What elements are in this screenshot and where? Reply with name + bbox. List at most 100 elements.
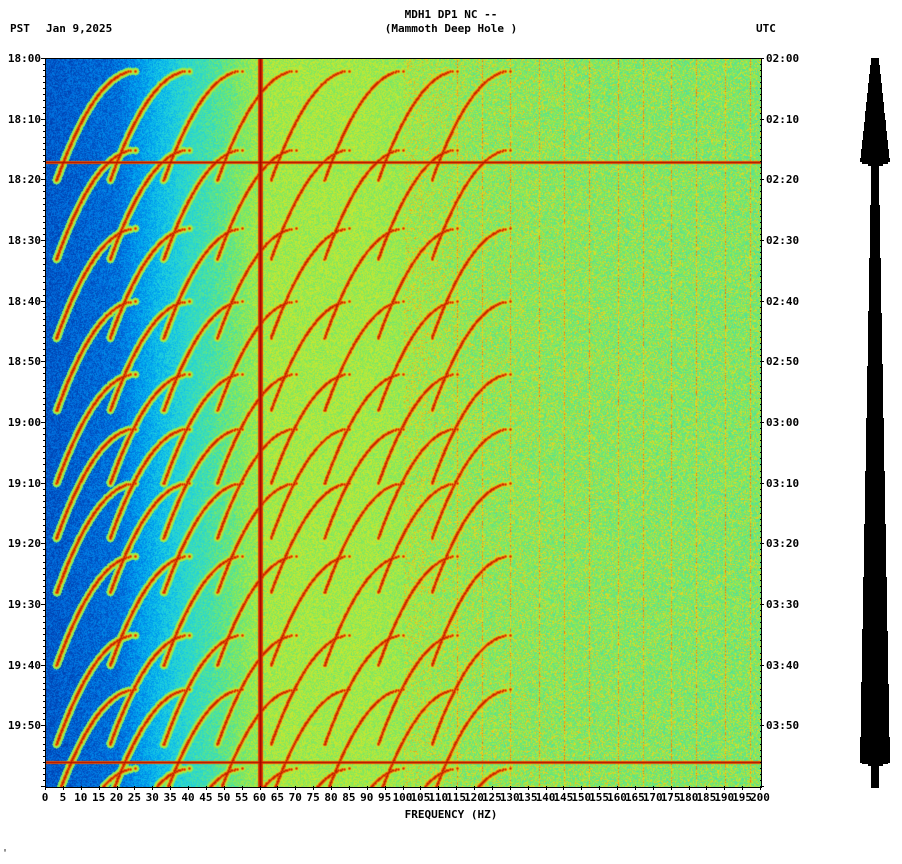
y-tick-mark-right: [760, 653, 762, 654]
y-tick-mark-right: [760, 616, 762, 617]
y-tick-mark-right: [760, 398, 762, 399]
y-tick-mark-right: [760, 471, 762, 472]
y-tick-mark-right: [760, 458, 762, 459]
y-tick-mark-right: [760, 301, 764, 302]
y-tick-mark-left: [43, 94, 45, 95]
y-tick-label-left: 18:10: [1, 113, 41, 126]
y-tick-mark-right: [760, 568, 762, 569]
y-tick-mark-right: [760, 543, 764, 544]
y-tick-mark-right: [760, 149, 762, 150]
y-tick-mark-left: [43, 555, 45, 556]
y-tick-mark-left: [43, 519, 45, 520]
x-tick-label: 55: [235, 791, 248, 804]
y-tick-mark-right: [760, 725, 764, 726]
y-tick-mark-left: [43, 276, 45, 277]
x-tick-mark: [224, 786, 225, 790]
y-tick-mark-left: [43, 464, 45, 465]
y-tick-mark-right: [760, 325, 762, 326]
x-tick-mark: [206, 786, 207, 790]
y-tick-mark-left: [43, 70, 45, 71]
x-tick-mark: [331, 786, 332, 790]
y-tick-label-right: 02:30: [766, 234, 806, 247]
y-tick-mark-right: [760, 137, 762, 138]
y-tick-mark-left: [43, 477, 45, 478]
x-tick-label: 95: [378, 791, 391, 804]
x-tick-mark: [188, 786, 189, 790]
x-tick-mark: [438, 786, 439, 790]
y-tick-mark-left: [43, 683, 45, 684]
x-tick-mark: [260, 786, 261, 790]
x-tick-mark: [581, 786, 582, 790]
y-tick-label-right: 03:20: [766, 537, 806, 550]
y-tick-mark-right: [760, 185, 762, 186]
y-tick-mark-right: [760, 349, 762, 350]
y-tick-mark-right: [760, 82, 762, 83]
y-tick-mark-left: [43, 404, 45, 405]
y-tick-mark-left: [43, 228, 45, 229]
y-tick-mark-left: [43, 434, 45, 435]
y-tick-mark-left: [43, 458, 45, 459]
y-tick-mark-left: [43, 191, 45, 192]
y-tick-label-right: 02:00: [766, 52, 806, 65]
y-tick-mark-left: [43, 82, 45, 83]
y-tick-mark-right: [760, 204, 762, 205]
y-tick-mark-left: [43, 343, 45, 344]
y-tick-mark-right: [760, 289, 762, 290]
x-tick-mark: [81, 786, 82, 790]
y-tick-mark-right: [760, 404, 762, 405]
y-tick-mark-left: [43, 646, 45, 647]
x-tick-mark: [706, 786, 707, 790]
x-tick-label: 5: [60, 791, 67, 804]
y-tick-mark-right: [760, 234, 762, 235]
y-tick-mark-right: [760, 659, 762, 660]
x-tick-mark: [635, 786, 636, 790]
y-tick-mark-left: [43, 762, 45, 763]
y-tick-mark-left: [43, 216, 45, 217]
y-tick-mark-left: [43, 513, 45, 514]
y-tick-mark-right: [760, 628, 762, 629]
x-tick-label: 70: [289, 791, 302, 804]
y-tick-mark-left: [43, 234, 45, 235]
y-tick-mark-right: [760, 252, 762, 253]
y-tick-mark-left: [43, 410, 45, 411]
y-tick-mark-right: [760, 586, 762, 587]
x-tick-mark: [742, 786, 743, 790]
y-tick-mark-right: [760, 750, 762, 751]
y-tick-mark-left: [41, 179, 45, 180]
y-tick-mark-left: [43, 76, 45, 77]
y-tick-mark-left: [43, 313, 45, 314]
y-tick-mark-left: [41, 543, 45, 544]
x-tick-mark: [474, 786, 475, 790]
y-tick-mark-left: [43, 107, 45, 108]
footnote: ': [2, 848, 8, 859]
y-tick-mark-right: [760, 786, 764, 787]
y-tick-mark-left: [41, 786, 45, 787]
y-tick-label-left: 19:20: [1, 537, 41, 550]
y-tick-mark-left: [43, 659, 45, 660]
x-tick-label: 200: [750, 791, 770, 804]
y-tick-mark-right: [760, 343, 762, 344]
y-tick-mark-right: [760, 756, 762, 757]
x-tick-mark: [617, 786, 618, 790]
y-tick-mark-left: [43, 774, 45, 775]
y-tick-mark-left: [43, 531, 45, 532]
y-tick-mark-left: [43, 750, 45, 751]
x-tick-mark: [653, 786, 654, 790]
x-tick-mark: [456, 786, 457, 790]
y-tick-label-left: 18:20: [1, 173, 41, 186]
spectrogram-page: MDH1 DP1 NC -- (Mammoth Deep Hole ) PST …: [0, 0, 902, 864]
y-tick-mark-left: [43, 416, 45, 417]
y-tick-mark-right: [760, 167, 762, 168]
y-tick-mark-left: [43, 295, 45, 296]
y-tick-mark-left: [41, 240, 45, 241]
x-tick-mark: [117, 786, 118, 790]
y-tick-mark-left: [41, 58, 45, 59]
y-tick-mark-left: [43, 143, 45, 144]
y-tick-mark-right: [760, 701, 762, 702]
y-tick-mark-left: [43, 380, 45, 381]
y-tick-mark-right: [760, 264, 762, 265]
y-tick-mark-right: [760, 434, 762, 435]
y-tick-mark-right: [760, 380, 762, 381]
y-tick-label-left: 19:00: [1, 416, 41, 429]
x-tick-label: 90: [360, 791, 373, 804]
